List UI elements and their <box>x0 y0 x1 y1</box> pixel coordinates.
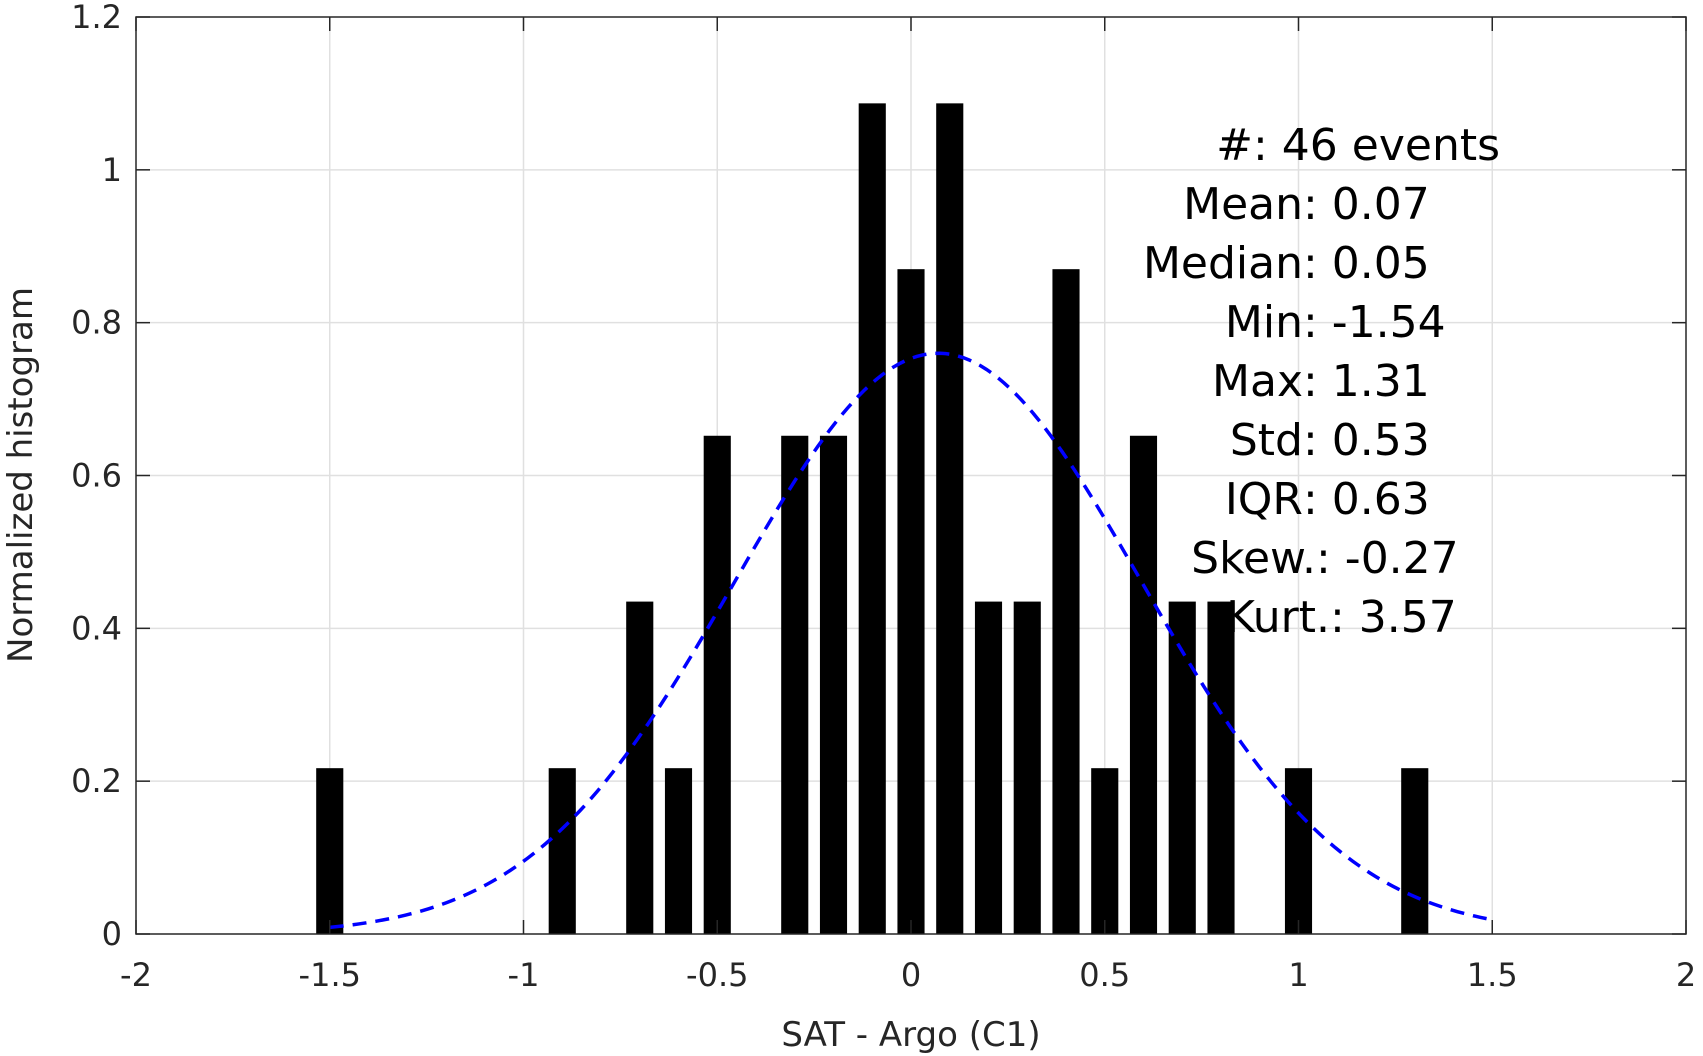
x-tick-label: 2 <box>1676 956 1696 994</box>
x-tick-label: 1.5 <box>1467 956 1518 994</box>
histogram-bar <box>1401 768 1429 934</box>
histogram-bar <box>626 601 654 934</box>
histogram-bar <box>1284 768 1313 934</box>
stat-value: : 0.53 <box>1303 415 1430 466</box>
x-tick-label: -1 <box>508 956 540 994</box>
histogram-bar <box>974 601 1003 934</box>
histogram-bar <box>703 435 731 934</box>
histogram-bar <box>1129 435 1158 934</box>
y-tick-label: 1.2 <box>71 0 122 36</box>
histogram-bar <box>858 103 886 934</box>
stat-value: : 0.05 <box>1303 238 1430 289</box>
stat-value: : 3.57 <box>1330 592 1457 643</box>
histogram-bar <box>1052 269 1080 934</box>
stat-label: Max <box>1212 356 1303 407</box>
y-axis-label: Normalized histogram <box>1 287 41 663</box>
histogram-bar <box>819 435 848 934</box>
histogram-bar <box>548 768 576 934</box>
y-tick-label: 0.8 <box>71 304 122 342</box>
histogram-bar <box>897 269 925 934</box>
stat-value: : 0.07 <box>1303 179 1430 230</box>
stat-value: : 1.31 <box>1303 356 1430 407</box>
axis-ticks <box>135 16 1687 935</box>
x-tick-label: -2 <box>120 956 152 994</box>
y-tick-labels: 0 0.2 0.4 0.6 0.8 1 1.2 <box>71 0 122 953</box>
x-tick-label: -1.5 <box>299 956 361 994</box>
histogram-bar <box>1207 601 1235 934</box>
stat-value: : 46 events <box>1253 120 1500 171</box>
stat-label: # <box>1216 120 1253 171</box>
x-tick-label: 0.5 <box>1079 956 1130 994</box>
y-tick-label: 0.6 <box>71 457 122 495</box>
stat-label: Min <box>1225 297 1303 348</box>
x-axis-label: SAT - Argo (C1) <box>781 1015 1040 1055</box>
histogram-bar <box>781 435 809 934</box>
y-tick-label: 0 <box>102 915 122 953</box>
y-tick-label: 0.4 <box>71 609 122 647</box>
y-tick-label: 0.2 <box>71 762 122 800</box>
stat-label: Median <box>1143 238 1303 289</box>
y-tick-label: 1 <box>102 151 122 189</box>
histogram-bar <box>1013 601 1041 934</box>
normal-fit-curve <box>329 351 1493 930</box>
stat-label: IQR <box>1225 474 1303 525</box>
histogram-bar <box>316 768 344 934</box>
stat-value: : -0.27 <box>1316 533 1459 584</box>
stat-label: Kurt. <box>1226 592 1330 643</box>
stat-label: Mean <box>1183 179 1303 230</box>
stat-label: Std <box>1230 415 1303 466</box>
histogram-bar <box>936 103 964 934</box>
x-tick-label: 1 <box>1288 956 1308 994</box>
stat-label: Skew. <box>1191 533 1316 584</box>
histogram-bars <box>316 103 1429 934</box>
histogram-bar <box>664 768 693 934</box>
stat-value: : 0.63 <box>1303 474 1430 525</box>
x-tick-label: 0 <box>901 956 921 994</box>
stat-value: : -1.54 <box>1303 297 1446 348</box>
x-tick-labels: -2 -1.5 -1 -0.5 0 0.5 1 1.5 2 <box>120 956 1696 994</box>
x-tick-label: -0.5 <box>686 956 748 994</box>
histogram-bar <box>1168 601 1196 934</box>
histogram-bar <box>1091 768 1119 934</box>
